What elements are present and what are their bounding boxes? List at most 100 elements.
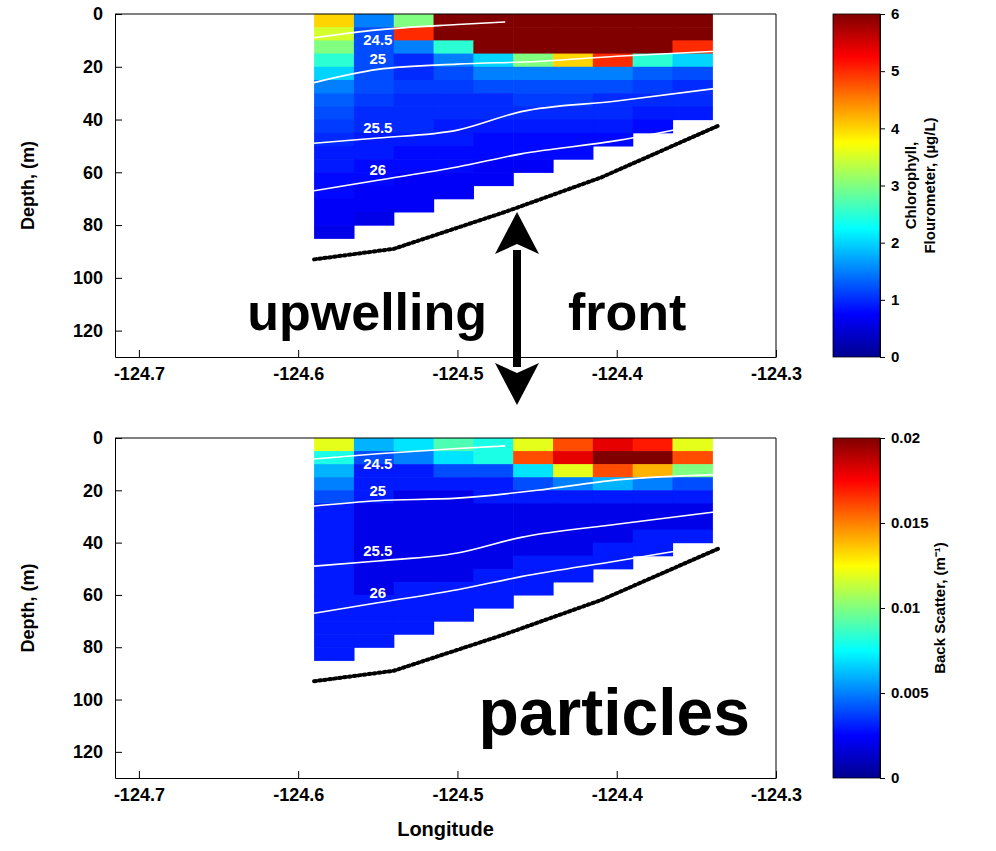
heatmap-cell bbox=[672, 490, 712, 504]
heatmap-cell bbox=[513, 67, 553, 81]
frame bbox=[776, 438, 777, 778]
heatmap-cell bbox=[473, 40, 513, 54]
heatmap-cell bbox=[473, 438, 513, 452]
colorbar-tick-label: 0 bbox=[891, 348, 899, 365]
heatmap-cell bbox=[473, 146, 513, 160]
heatmap-cell bbox=[473, 556, 513, 570]
x-tick-label: -124.6 bbox=[273, 785, 324, 805]
heatmap-cell bbox=[513, 27, 553, 41]
y-tick-label: 120 bbox=[73, 742, 103, 762]
colorbar-tick: 6 bbox=[880, 5, 899, 22]
colorbar-title: Back Scatter, (m⁻¹) bbox=[931, 542, 948, 674]
heatmap-cell bbox=[633, 530, 673, 544]
frame bbox=[115, 438, 776, 439]
y-tick-mark bbox=[115, 331, 122, 332]
x-tick-mark bbox=[139, 771, 140, 778]
heatmap-cell bbox=[672, 516, 712, 530]
heatmap-cell bbox=[513, 464, 553, 478]
y-tick: 120 bbox=[73, 742, 122, 762]
isopycnal bbox=[314, 475, 720, 506]
colorbar-tick: 1 bbox=[880, 291, 899, 308]
y-tick-mark bbox=[115, 490, 122, 491]
x-tick-mark bbox=[298, 350, 299, 357]
heatmap-cell bbox=[354, 199, 394, 213]
heatmap-cell bbox=[434, 464, 474, 478]
y-tick-mark bbox=[115, 225, 122, 226]
heatmap-cell bbox=[314, 477, 354, 491]
heatmap-cell bbox=[434, 106, 474, 120]
heatmap-cell bbox=[354, 503, 394, 517]
y-tick-label: 100 bbox=[73, 690, 103, 710]
heatmap-cell bbox=[394, 530, 434, 544]
y-tick: 100 bbox=[73, 690, 122, 710]
heatmap-cell bbox=[434, 569, 474, 583]
heatmap-cell bbox=[593, 503, 633, 517]
heatmap-cell bbox=[354, 14, 394, 28]
x-tick: -124.6 bbox=[273, 771, 324, 805]
colorbar bbox=[833, 14, 880, 357]
heatmap-cell bbox=[394, 106, 434, 120]
colorbar-tick: 0.02 bbox=[880, 429, 920, 446]
heatmap-cell bbox=[394, 503, 434, 517]
heatmap-cell bbox=[513, 438, 553, 452]
annotation: front bbox=[568, 283, 686, 341]
heatmap-cell bbox=[593, 451, 633, 465]
heatmap-cell bbox=[394, 477, 434, 491]
heatmap-cell bbox=[513, 543, 553, 557]
y-tick: 80 bbox=[83, 215, 122, 235]
y-axis-line bbox=[115, 15, 116, 358]
heatmap-cell bbox=[314, 159, 354, 173]
colorbar-tick-mark bbox=[880, 357, 885, 358]
heatmap-cell bbox=[394, 186, 434, 200]
y-tick: 60 bbox=[83, 585, 122, 605]
y-tick: 20 bbox=[83, 481, 122, 501]
heatmap-cell bbox=[473, 67, 513, 81]
heatmap-cell bbox=[672, 530, 712, 544]
colorbar-tick-mark bbox=[880, 14, 885, 15]
heatmap-cell bbox=[633, 438, 673, 452]
heatmap-cell bbox=[553, 120, 593, 134]
heatmap-cell bbox=[593, 80, 633, 94]
y-tick-label: 80 bbox=[83, 637, 103, 657]
heatmap-cell bbox=[354, 93, 394, 107]
heatmap-cell bbox=[473, 477, 513, 491]
y-axis-line bbox=[115, 439, 116, 779]
x-tick-mark bbox=[298, 771, 299, 778]
heatmap-cell bbox=[314, 634, 354, 648]
heatmap-cell bbox=[314, 172, 354, 186]
isopycnal bbox=[314, 511, 720, 566]
heatmap-cell bbox=[473, 595, 513, 609]
heatmap-cell bbox=[513, 503, 553, 517]
x-tick-label: -124.4 bbox=[592, 364, 643, 384]
heatmap-cell bbox=[354, 186, 394, 200]
heatmap-cell bbox=[513, 530, 553, 544]
heatmap-cell bbox=[473, 451, 513, 465]
heatmap-cell bbox=[314, 146, 354, 160]
heatmap-cell bbox=[314, 54, 354, 68]
heatmap-cell bbox=[314, 438, 354, 452]
heatmap-cell bbox=[473, 464, 513, 478]
heatmap-cell bbox=[633, 40, 673, 54]
x-tick: -124.4 bbox=[592, 350, 643, 384]
heatmap-cell bbox=[314, 199, 354, 213]
colorbar-tick: 5 bbox=[880, 62, 899, 79]
y-tick-mark bbox=[115, 700, 122, 701]
colorbar-tick-mark bbox=[880, 693, 885, 694]
y-tick: 20 bbox=[83, 57, 122, 77]
colorbar-title: Chlorophyll,Flourometer, (µg/L) bbox=[902, 117, 938, 253]
x-tick-label: -124.3 bbox=[751, 364, 802, 384]
y-axis: 020406080100120 bbox=[73, 428, 122, 778]
heatmap-cell bbox=[434, 67, 474, 81]
annotation: particles bbox=[479, 675, 750, 749]
heatmap-cell bbox=[633, 67, 673, 81]
heatmap-cell bbox=[473, 93, 513, 107]
heatmap-cell bbox=[553, 80, 593, 94]
frame bbox=[776, 14, 777, 357]
heatmap-cell bbox=[633, 451, 673, 465]
heatmap-cell bbox=[314, 647, 354, 661]
heatmap-cell bbox=[394, 608, 434, 622]
colorbar-tick: 0.01 bbox=[880, 599, 920, 616]
heatmap-cell bbox=[633, 14, 673, 28]
heatmap-cell bbox=[314, 595, 354, 609]
heatmap-cell bbox=[513, 569, 553, 583]
